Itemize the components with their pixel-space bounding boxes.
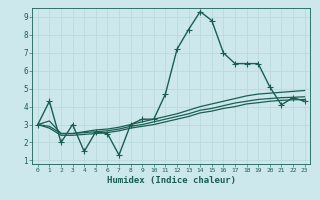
X-axis label: Humidex (Indice chaleur): Humidex (Indice chaleur) [107,176,236,185]
